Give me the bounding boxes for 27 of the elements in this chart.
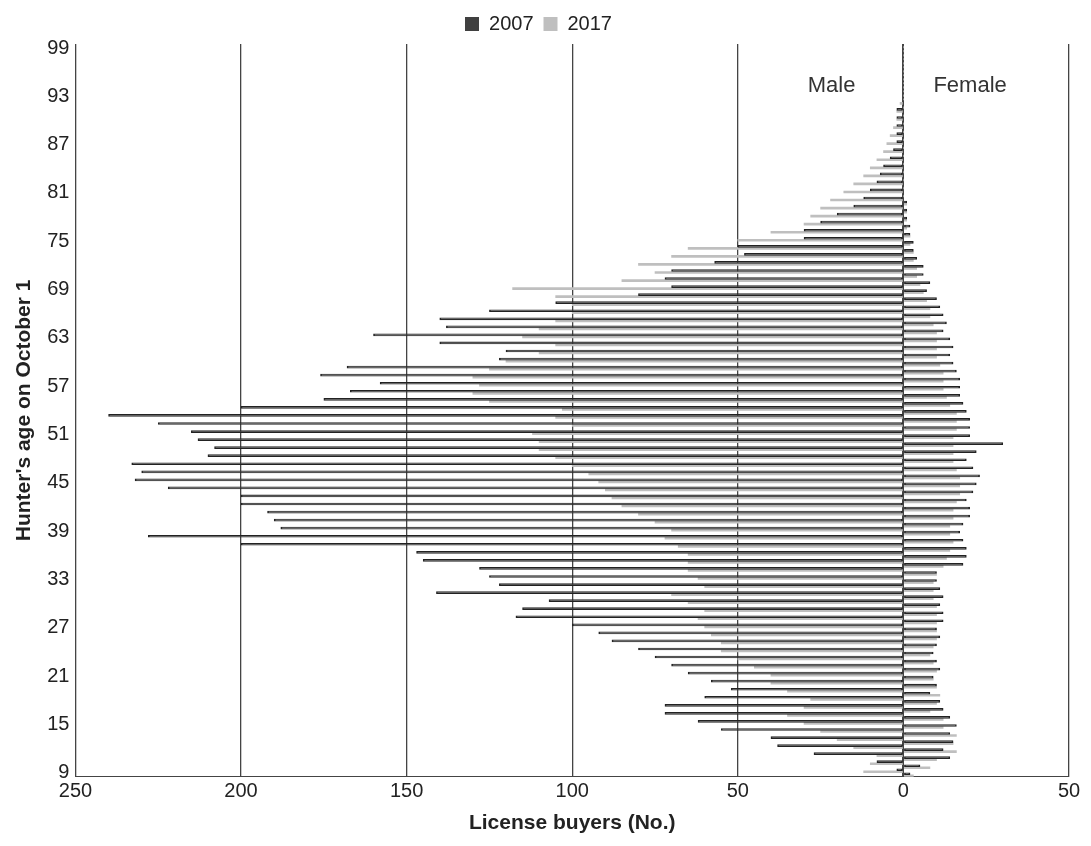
y-tick-label: 33 [47, 567, 70, 590]
x-axis-title: License buyers (No.) [468, 810, 676, 834]
y-tick-label: 75 [47, 228, 70, 251]
x-tick-label: 50 [1057, 779, 1081, 802]
y-tick-label: 57 [47, 373, 70, 396]
y-tick-label: 87 [47, 132, 70, 155]
y-tick-label: 81 [47, 180, 70, 203]
y-tick-label: 45 [47, 470, 70, 493]
legend-label: 2017 [567, 11, 612, 34]
y-tick-label: 39 [47, 518, 70, 541]
annotation: Female [933, 72, 1007, 98]
legend-label: 2007 [489, 11, 534, 34]
y-tick-label: 63 [47, 325, 70, 348]
y-tick-label: 15 [47, 711, 70, 734]
annotation: Male [807, 72, 856, 98]
x-tick-label: 150 [389, 779, 424, 802]
y-tick-label: 69 [47, 277, 70, 300]
x-tick-label: 0 [897, 779, 909, 802]
x-tick-label: 100 [555, 779, 589, 802]
x-tick-label: 50 [726, 779, 749, 802]
y-tick-label: 51 [47, 422, 70, 445]
x-tick-label: 200 [224, 779, 258, 802]
y-axis-title: Hunter's age on October 1 [11, 279, 35, 542]
y-tick-label: 27 [47, 615, 70, 638]
y-tick-label: 93 [47, 83, 70, 106]
y-tick-label: 99 [47, 35, 70, 58]
y-tick-label: 21 [47, 663, 70, 686]
